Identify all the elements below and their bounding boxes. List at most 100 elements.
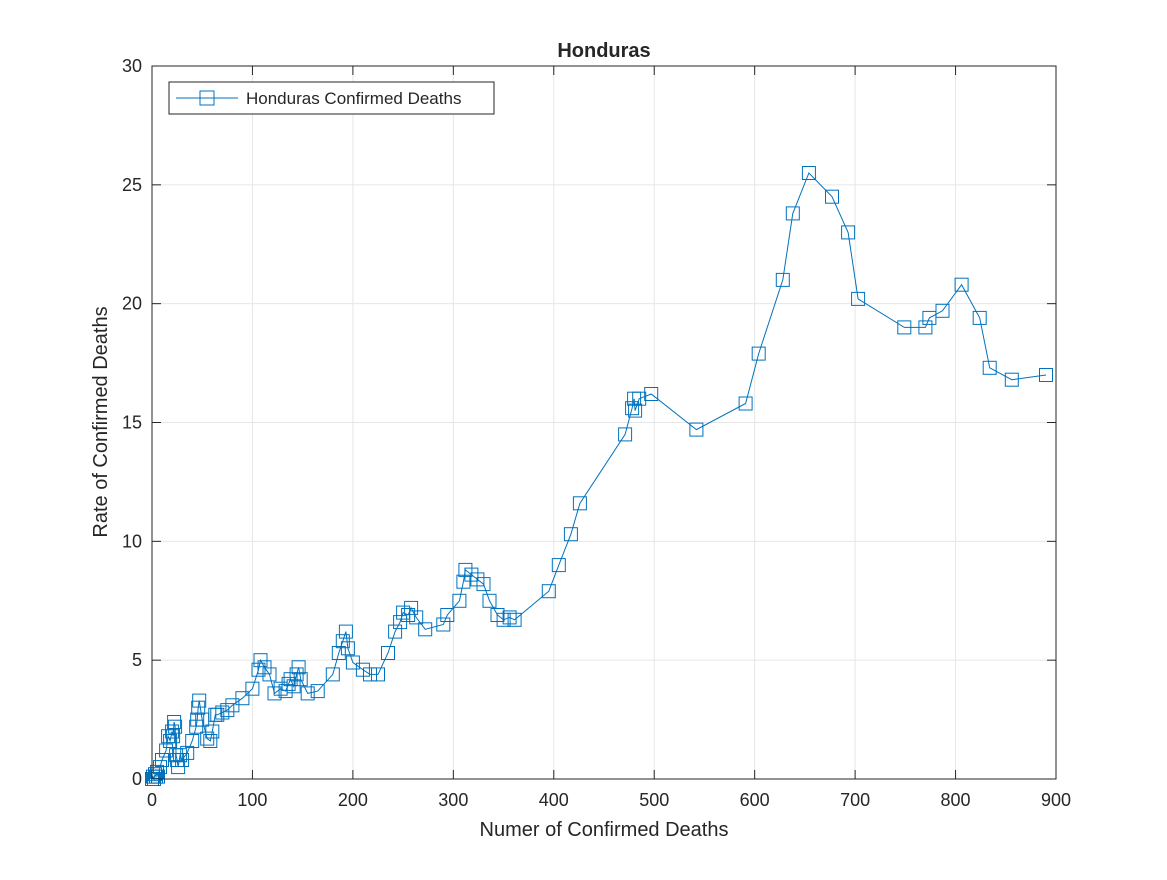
data-point-marker (278, 684, 293, 699)
data-point-marker (153, 760, 167, 775)
data-point-marker (192, 693, 207, 708)
data-point-marker (286, 679, 301, 694)
data-point-marker (632, 391, 647, 406)
x-tick-label: 900 (1041, 790, 1071, 810)
series-layer (145, 166, 1053, 786)
y-tick-label: 30 (122, 56, 142, 76)
data-point-marker (200, 731, 215, 746)
data-point-marker (171, 760, 186, 775)
data-point-marker (801, 166, 816, 180)
data-point-marker (338, 624, 353, 639)
data-point-marker (572, 496, 587, 511)
grid-lines (152, 66, 1056, 779)
data-point-marker (440, 608, 455, 622)
data-point-marker (148, 767, 162, 782)
data-point-marker (205, 724, 220, 739)
data-point-marker (355, 662, 370, 677)
data-point-marker (775, 272, 790, 287)
data-point-marker (253, 653, 268, 668)
data-point-marker (363, 667, 377, 682)
data-point-marker (335, 634, 350, 649)
data-point-marker (404, 600, 419, 615)
data-point-marker (954, 277, 969, 292)
data-point-marker (456, 574, 471, 589)
data-point-marker (418, 622, 433, 637)
data-point-marker (180, 745, 195, 760)
data-point-marker (897, 320, 912, 335)
data-point-marker (482, 593, 497, 608)
data-point-marker (982, 360, 997, 375)
x-tick-label: 100 (237, 790, 267, 810)
data-point-marker (159, 743, 174, 758)
data-point-marker (185, 734, 200, 748)
data-point-marker (476, 577, 491, 592)
y-tick-label: 5 (132, 650, 142, 670)
data-point-marker (163, 734, 178, 748)
data-point-marker (203, 734, 218, 748)
data-point-marker (409, 610, 424, 625)
x-tick-label: 200 (338, 790, 368, 810)
data-point-marker (310, 684, 325, 699)
data-point-marker (167, 715, 182, 729)
data-point-marker (210, 707, 225, 722)
chart-title: Honduras (557, 40, 650, 62)
data-point-marker (452, 593, 467, 608)
data-point-marker (388, 624, 403, 639)
data-point-marker (785, 206, 800, 221)
data-point-marker (644, 387, 659, 401)
series-line (151, 172, 1047, 781)
data-point-marker (173, 748, 188, 763)
data-point-marker (257, 660, 272, 675)
y-tick-label: 25 (122, 175, 142, 195)
data-point-marker (541, 584, 556, 599)
x-tick-label: 500 (639, 790, 669, 810)
x-tick-label: 0 (147, 790, 157, 810)
data-point-marker (738, 396, 753, 411)
y-axis-label: Rate of Confirmed Deaths (90, 306, 112, 537)
data-point-marker (225, 698, 240, 713)
data-point-marker (1039, 368, 1053, 382)
data-point-marker (289, 667, 304, 682)
x-tick-label: 300 (438, 790, 468, 810)
data-point-marker (371, 667, 385, 682)
data-point-marker (563, 527, 578, 542)
data-point-marker (215, 705, 230, 720)
legend-label: Honduras Confirmed Deaths (246, 89, 461, 108)
data-point-marker (625, 401, 640, 416)
x-tick-label: 400 (539, 790, 569, 810)
data-point-marker (281, 676, 296, 691)
data-point-marker (618, 427, 633, 442)
data-point-marker (401, 608, 416, 622)
data-point-marker (1004, 372, 1019, 387)
data-point-marker (220, 703, 235, 718)
data-point-marker (291, 660, 306, 675)
legend-marker-square (199, 90, 215, 106)
data-point-marker (165, 724, 180, 739)
data-point-marker (150, 764, 164, 779)
y-tick-label: 15 (122, 413, 142, 433)
data-point-marker (191, 700, 206, 715)
data-point-marker (235, 691, 250, 706)
data-point-marker (168, 719, 183, 734)
x-tick-label: 800 (941, 790, 971, 810)
data-point-marker (825, 189, 839, 204)
data-point-marker (331, 646, 346, 660)
data-point-marker (628, 403, 643, 418)
data-point-marker (436, 617, 451, 632)
legend: Honduras Confirmed Deaths (168, 81, 495, 115)
data-point-marker (502, 610, 517, 625)
y-tick-label: 10 (122, 531, 142, 551)
data-point-marker (918, 320, 933, 335)
data-point-marker (300, 686, 315, 701)
data-point-marker (340, 641, 355, 656)
x-tick-label: 600 (740, 790, 770, 810)
data-point-marker (155, 753, 169, 767)
data-point-marker (841, 225, 856, 240)
y-tick-label: 0 (132, 769, 142, 789)
x-tick-label: 700 (840, 790, 870, 810)
data-point-marker (507, 612, 522, 627)
data-point-marker (972, 310, 987, 325)
data-point-marker (293, 672, 308, 687)
